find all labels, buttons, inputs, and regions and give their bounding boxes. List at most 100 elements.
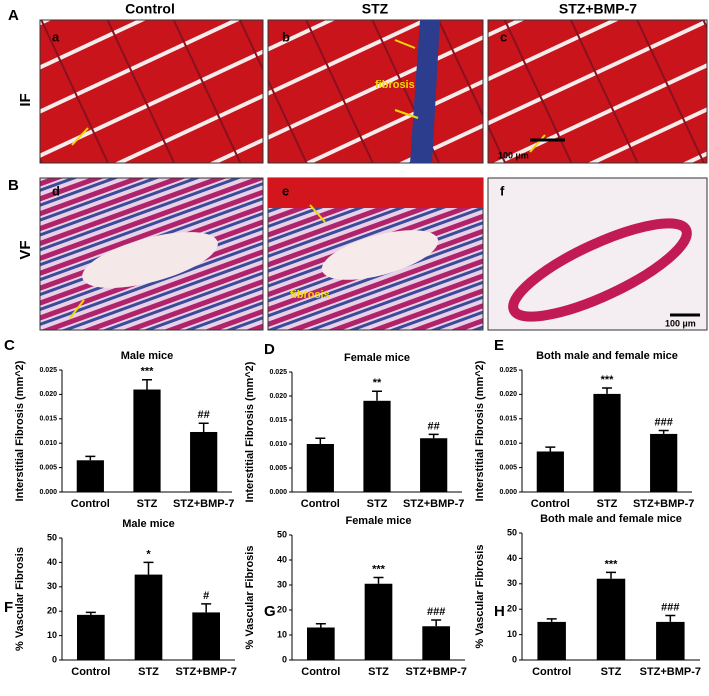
error-bar	[315, 437, 326, 444]
bar	[656, 621, 685, 660]
error-bar	[198, 422, 209, 432]
x-tick-label: STZ+BMP-7	[405, 666, 466, 678]
error-bar	[545, 446, 556, 452]
annotation: fibrosis	[375, 79, 415, 91]
y-tick-label: 40	[277, 554, 287, 564]
x-tick-label: Control	[301, 498, 340, 510]
bar	[596, 578, 626, 660]
error-bar	[315, 623, 326, 628]
chart-title: Both male and female mice	[536, 350, 678, 362]
y-tick-label: 50	[277, 529, 287, 539]
bar	[76, 614, 105, 660]
y-tick-label: 50	[507, 527, 517, 537]
y-tick-label: 0.000	[269, 489, 287, 496]
error-bar	[428, 433, 439, 439]
error-bar	[373, 576, 384, 584]
bar	[133, 389, 161, 492]
column-header: STZ	[362, 1, 389, 17]
x-tick-label: STZ+BMP-7	[403, 498, 464, 510]
y-tick-label: 0.015	[499, 416, 517, 423]
x-tick-label: STZ	[137, 498, 158, 510]
error-bar	[602, 387, 612, 394]
y-tick-label: 0.025	[499, 367, 517, 374]
y-tick-label: 20	[507, 604, 517, 614]
y-tick-label: 40	[507, 553, 517, 563]
column-header: Control	[125, 1, 175, 17]
significance-label: ***	[605, 558, 619, 570]
bar	[537, 621, 566, 660]
bar	[650, 433, 678, 492]
y-tick-label: 0.000	[499, 489, 517, 496]
x-tick-label: Control	[531, 498, 570, 510]
column-header: STZ+BMP-7	[559, 1, 637, 17]
x-tick-label: STZ+BMP-7	[633, 498, 694, 510]
bar	[422, 626, 451, 660]
significance-label: ###	[661, 601, 679, 613]
micrograph	[39, 19, 708, 331]
panel-label: G	[264, 603, 276, 620]
x-tick-label: Control	[301, 666, 340, 678]
significance-label: ***	[601, 374, 615, 386]
x-tick-label: STZ	[597, 498, 618, 510]
y-tick-label: 10	[277, 629, 287, 639]
bar	[134, 574, 163, 660]
row-label: VF	[17, 240, 34, 259]
bar	[76, 460, 104, 492]
y-tick-label: 0.000	[39, 489, 57, 496]
error-bar	[546, 618, 557, 622]
y-tick-label: 0.025	[39, 367, 57, 374]
x-tick-label: STZ+BMP-7	[173, 498, 234, 510]
scale-bar-label: 100 µm	[665, 318, 696, 328]
y-tick-label: 0.015	[269, 417, 287, 424]
error-bar	[606, 571, 616, 579]
y-tick-label: 0.015	[39, 416, 57, 423]
y-tick-label: 40	[47, 557, 57, 567]
y-tick-label: 0	[512, 654, 517, 664]
y-tick-label: 0.005	[499, 464, 517, 471]
bar	[192, 612, 221, 660]
x-tick-label: Control	[71, 666, 110, 678]
y-tick-label: 0.010	[499, 440, 517, 447]
y-tick-label: 0.025	[269, 369, 287, 376]
y-tick-label: 50	[47, 532, 57, 542]
significance-label: **	[373, 377, 382, 389]
x-tick-label: STZ	[138, 666, 159, 678]
y-axis-label: Interstitial Fibrosis (mm^2)	[244, 361, 256, 502]
image-label: c	[500, 29, 507, 44]
row-label: IF	[17, 93, 34, 106]
panel-label: B	[8, 177, 19, 194]
chart-title: Male mice	[121, 350, 174, 362]
significance-label: ###	[654, 416, 672, 428]
significance-label: ***	[372, 563, 386, 575]
error-bar	[665, 614, 676, 622]
bar	[306, 444, 334, 492]
panel-label: A	[8, 7, 19, 24]
y-tick-label: 30	[47, 581, 57, 591]
panel-label: E	[494, 337, 504, 354]
chart-title: Female mice	[345, 515, 411, 527]
y-tick-label: 30	[277, 579, 287, 589]
y-axis-label: % Vascular Fibrosis	[244, 546, 256, 650]
y-axis-label: % Vascular Fibrosis	[14, 547, 26, 651]
bar	[536, 451, 564, 492]
x-tick-label: STZ	[367, 498, 388, 510]
error-bar	[372, 390, 382, 401]
y-tick-label: 20	[47, 606, 57, 616]
significance-label: *	[146, 548, 151, 560]
y-axis-label: Interstitial Fibrosis (mm^2)	[474, 360, 486, 501]
bar	[190, 431, 218, 492]
y-tick-label: 10	[507, 629, 517, 639]
bar	[306, 627, 335, 660]
bar	[363, 400, 391, 492]
significance-label: ###	[427, 606, 445, 618]
panel-label: D	[264, 341, 275, 358]
y-tick-label: 0.005	[269, 465, 287, 472]
chart-title: Female mice	[344, 352, 410, 364]
significance-label: ##	[428, 420, 440, 432]
significance-label: ***	[141, 366, 155, 378]
annotation: fibrosis	[290, 289, 330, 301]
error-bar	[85, 611, 96, 615]
y-tick-label: 0.005	[39, 464, 57, 471]
error-bar	[143, 561, 154, 575]
